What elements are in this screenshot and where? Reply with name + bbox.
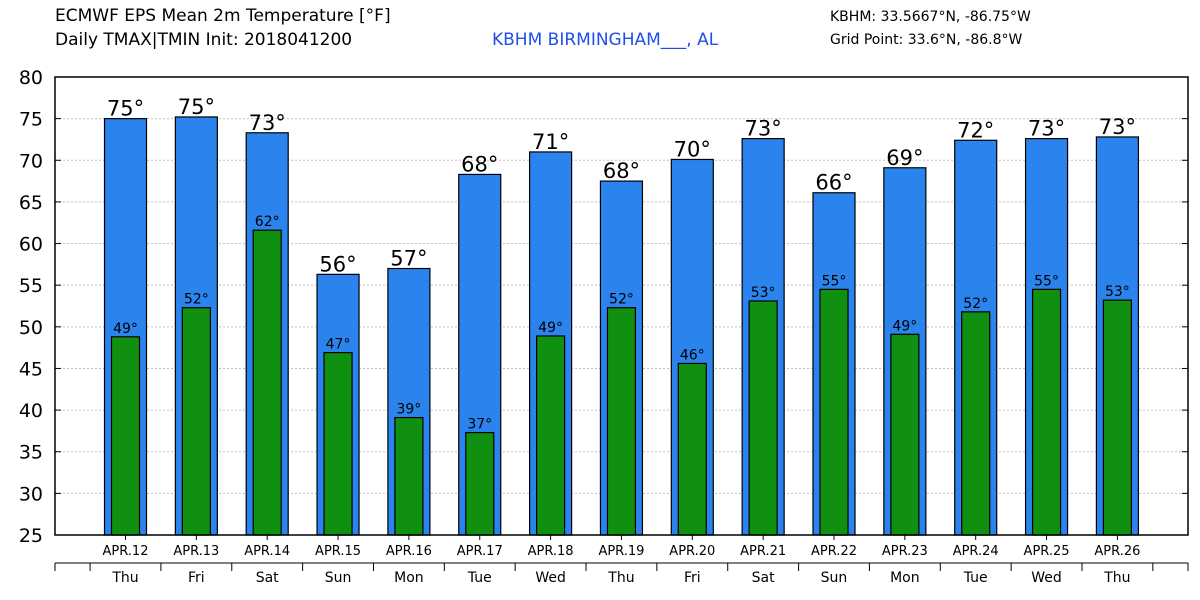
tmax-label: 75° [107,97,144,121]
tmin-label: 49° [892,318,917,334]
tmax-label: 56° [319,252,356,276]
tmin-bar [1031,288,1062,536]
tmax-label: 57° [390,247,427,271]
bars [103,116,1140,536]
weekday-label: Sun [325,570,352,586]
tmin-label: 62° [255,214,280,230]
weekday-label: Tue [467,570,492,586]
tmax-label: 73° [1099,115,1136,139]
tmin-label: 53° [751,285,776,301]
x-tick-label: APR.24 [953,544,999,559]
weekday-label: Tue [963,570,988,586]
tmax-label: 68° [461,152,498,176]
tmin-label: 55° [822,273,847,289]
x-tick-label: APR.17 [457,544,503,559]
tmax-label: 71° [532,130,569,154]
y-tick-label: 40 [19,400,43,422]
weekday-label: Fri [188,570,205,586]
tmax-label: 69° [886,146,923,170]
tmin-bar [819,288,849,536]
tmin-label: 49° [113,321,138,337]
x-tick-label: APR.26 [1094,544,1140,559]
weekday-label: Thu [111,570,138,586]
tmin-bar [961,311,991,536]
tmin-label: 46° [680,347,705,363]
grid-point-coordinates: Grid Point: 33.6°N, -86.8°W [830,32,1023,48]
tmin-label: 55° [1034,273,1059,289]
y-tick-label: 45 [19,358,43,380]
y-tick-label: 65 [19,192,43,214]
x-tick-label: APR.13 [173,544,219,559]
x-tick-label: APR.16 [386,544,432,559]
tmin-label: 52° [184,292,209,308]
tmax-label: 73° [249,111,286,135]
tmin-bar [677,362,707,536]
x-tick-label: APR.15 [315,544,361,559]
tmax-label: 66° [815,171,852,195]
x-tick-label: APR.20 [669,544,715,559]
x-tick-label: APR.12 [103,544,149,559]
tmax-label: 72° [957,118,994,142]
y-tick-label: 35 [19,442,43,464]
tmin-bar [252,229,282,536]
y-tick-label: 60 [19,234,43,256]
y-tick-label: 70 [19,150,43,172]
tmin-bar [110,336,141,536]
station-coordinates: KBHM: 33.5667°N, -86.75°W [830,9,1031,25]
weekday-label: Mon [890,570,920,586]
tmax-label: 70° [674,137,711,161]
weekday-label: Thu [1103,570,1130,586]
tmin-label: 52° [609,292,634,308]
y-tick-label: 55 [19,275,43,297]
weekday-label: Mon [394,570,424,586]
tmax-label: 73° [745,117,782,141]
tmin-bar [890,333,920,536]
tmin-bar [748,300,778,536]
y-tick-label: 25 [19,525,43,547]
weekday-label: Sat [256,570,279,586]
tmin-label: 53° [1105,284,1130,300]
weekday-label: Wed [1031,570,1062,586]
tmin-bar [323,352,353,536]
tmax-label: 73° [1028,117,1065,141]
weekday-label: Wed [535,570,566,586]
tmin-bar [535,335,566,536]
y-tick-label: 30 [19,483,43,505]
tmin-bar [1102,299,1133,536]
station-name: KBHM BIRMINGHAM___, AL [492,30,719,50]
weekday-label: Thu [607,570,634,586]
x-tick-label: APR.19 [598,544,644,559]
tmin-label: 47° [326,337,351,353]
tmin-label: 49° [538,320,563,336]
weekday-label: Sun [821,570,848,586]
x-tick-label: APR.14 [244,544,290,559]
chart-subtitle: Daily TMAX|TMIN Init: 2018041200 [55,30,353,50]
weekday-label: Fri [684,570,701,586]
x-tick-label: APR.25 [1024,544,1070,559]
axes: 25 30 35 40 45 50 55 60 65 70 75 80 APR.12 Thu APR.13 F… [19,67,1189,586]
tmin-bar [465,431,495,536]
chart-title: ECMWF EPS Mean 2m Temperature [°F] [55,6,391,26]
tmax-label: 75° [178,95,215,119]
tmin-label: 52° [963,296,988,312]
weekday-label: Sat [752,570,775,586]
tmin-bar [181,307,211,536]
y-tick-label: 50 [19,317,43,339]
y-tick-label: 75 [19,109,43,131]
y-tick-label: 80 [19,67,43,89]
x-tick-label: APR.23 [882,544,928,559]
tmax-label: 68° [603,159,640,183]
tmin-bar [394,416,424,536]
x-tick-label: APR.18 [528,544,574,559]
value-labels: 75° 49° 75° 52° 73° 62° 56° 47° 57° 39° 68° 37° 71° 4… [107,95,1136,433]
plot-frame [54,76,1189,536]
tmin-bar [606,307,637,536]
tmin-label: 37° [467,417,492,433]
grid-lines [55,76,1188,494]
x-tick-label: APR.21 [740,544,786,559]
x-tick-label: APR.22 [811,544,857,559]
tmin-label: 39° [396,402,421,418]
